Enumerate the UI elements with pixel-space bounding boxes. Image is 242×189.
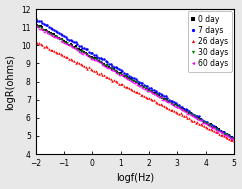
30 days (171, 103, 174, 105)
60 days (34, 25, 37, 27)
7 days (144, 85, 147, 87)
Y-axis label: logR(ohms): logR(ohms) (6, 53, 15, 110)
30 days (233, 138, 235, 140)
0 day (88, 54, 91, 57)
Line: 30 days: 30 days (34, 24, 235, 140)
0 day (34, 22, 37, 25)
Line: 0 day: 0 day (34, 22, 235, 139)
0 day (171, 102, 174, 104)
26 days (191, 120, 194, 122)
26 days (171, 109, 174, 111)
30 days (76, 49, 79, 51)
0 day (233, 137, 235, 139)
26 days (233, 139, 235, 142)
Line: 26 days: 26 days (34, 41, 235, 142)
0 day (191, 113, 194, 116)
60 days (226, 135, 229, 137)
Line: 60 days: 60 days (34, 25, 235, 141)
60 days (171, 103, 174, 106)
0 day (226, 133, 229, 136)
X-axis label: logf(Hz): logf(Hz) (116, 174, 154, 184)
Legend: 0 day, 7 days, 26 days, 30 days, 60 days: 0 day, 7 days, 26 days, 30 days, 60 days (188, 11, 232, 72)
7 days (76, 43, 79, 45)
26 days (76, 61, 79, 64)
Line: 7 days: 7 days (34, 18, 235, 139)
0 day (76, 48, 79, 50)
60 days (233, 139, 235, 141)
7 days (171, 100, 174, 102)
7 days (88, 50, 91, 53)
30 days (191, 114, 194, 116)
0 day (144, 87, 147, 90)
60 days (144, 88, 147, 90)
30 days (34, 24, 37, 26)
26 days (34, 41, 37, 43)
7 days (191, 113, 194, 115)
7 days (226, 133, 229, 135)
30 days (226, 134, 229, 136)
26 days (226, 137, 229, 139)
26 days (144, 96, 147, 98)
30 days (88, 55, 91, 57)
30 days (144, 87, 147, 89)
7 days (233, 137, 235, 139)
7 days (34, 18, 37, 20)
60 days (191, 115, 194, 117)
60 days (76, 49, 79, 52)
60 days (88, 56, 91, 59)
26 days (88, 66, 91, 69)
